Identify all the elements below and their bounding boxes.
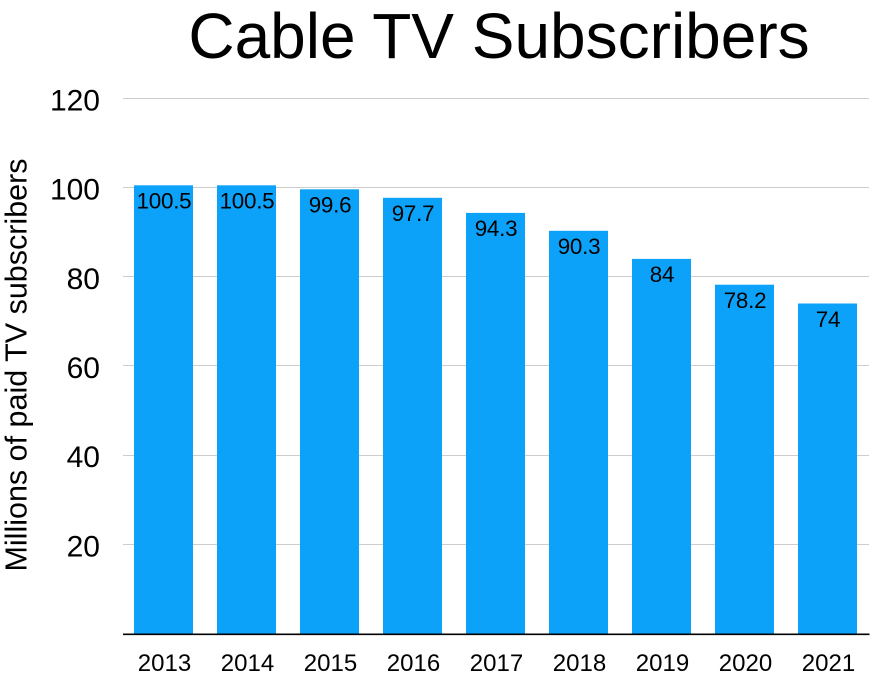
svg-text:90.3: 90.3 — [558, 234, 601, 259]
svg-text:20: 20 — [67, 530, 100, 563]
svg-text:2014: 2014 — [221, 650, 274, 676]
svg-text:100.5: 100.5 — [220, 189, 275, 214]
svg-text:60: 60 — [67, 352, 100, 385]
svg-text:100.5: 100.5 — [137, 189, 192, 214]
svg-text:99.6: 99.6 — [309, 193, 352, 218]
svg-text:2020: 2020 — [719, 650, 772, 676]
svg-text:2019: 2019 — [636, 650, 689, 676]
svg-text:97.7: 97.7 — [392, 201, 435, 226]
svg-text:2016: 2016 — [387, 650, 440, 676]
svg-text:2017: 2017 — [470, 650, 523, 676]
svg-text:120: 120 — [50, 84, 100, 117]
svg-text:74: 74 — [816, 307, 840, 332]
svg-text:94.3: 94.3 — [475, 216, 518, 241]
svg-text:Millions of paid TV subscriber: Millions of paid TV subscribers — [0, 158, 34, 571]
svg-text:80: 80 — [67, 263, 100, 296]
svg-text:Cable TV Subscribers: Cable TV Subscribers — [188, 0, 809, 72]
svg-text:78.2: 78.2 — [724, 288, 767, 313]
svg-text:84: 84 — [650, 262, 674, 287]
svg-text:2015: 2015 — [304, 650, 357, 676]
svg-text:2013: 2013 — [138, 650, 191, 676]
svg-text:40: 40 — [67, 441, 100, 474]
svg-text:2018: 2018 — [553, 650, 606, 676]
svg-text:2021: 2021 — [802, 650, 855, 676]
svg-text:100: 100 — [50, 174, 100, 207]
